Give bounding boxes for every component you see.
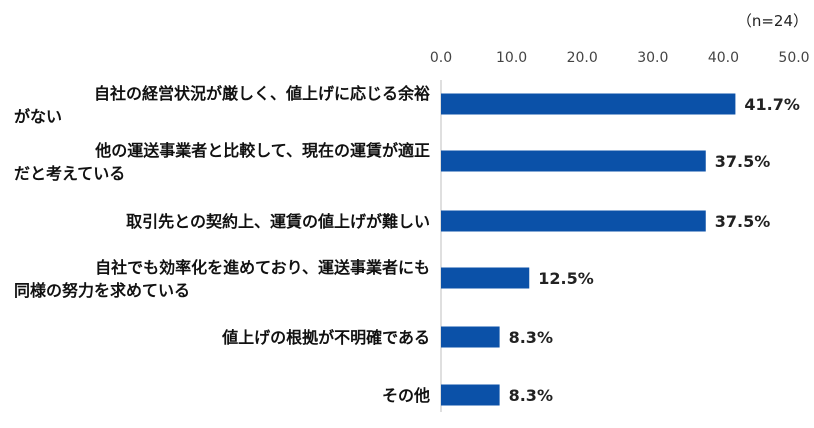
sample-size-note: （n=24） <box>737 12 808 30</box>
data-label: 37.5% <box>715 212 771 231</box>
bar <box>441 267 530 289</box>
data-label: 37.5% <box>715 152 771 171</box>
category-label-line2: 同様の努力を求めている <box>14 281 190 300</box>
category-label: 自社の経営状況が厳しく、値上げに応じる余裕 <box>94 84 430 103</box>
bar <box>441 326 500 348</box>
category-label: 自社でも効率化を進めており、運送事業者にも <box>95 258 430 277</box>
category-label: その他 <box>382 386 430 405</box>
data-label: 41.7% <box>744 95 800 114</box>
bar <box>441 384 500 406</box>
x-tick-label: 40.0 <box>708 50 739 66</box>
category-label: 他の運送事業者と比較して、現在の運賃が適正 <box>94 141 430 160</box>
bar <box>441 210 706 232</box>
x-tick-label: 50.0 <box>778 50 809 66</box>
bar <box>441 150 706 172</box>
data-label: 8.3% <box>509 328 553 347</box>
category-label: 値上げの根拠が不明確である <box>221 328 430 347</box>
bar <box>441 93 736 115</box>
category-label: 取引先との契約上、運賃の値上げが難しい <box>126 212 430 231</box>
x-tick-label: 20.0 <box>567 50 598 66</box>
x-tick-label: 10.0 <box>496 50 527 66</box>
x-tick-label: 0.0 <box>430 50 452 66</box>
data-label: 8.3% <box>509 386 553 405</box>
category-label-line2: だと考えている <box>14 164 125 183</box>
data-label: 12.5% <box>538 269 594 288</box>
category-label-line2: がない <box>14 107 62 126</box>
x-tick-label: 30.0 <box>637 50 668 66</box>
